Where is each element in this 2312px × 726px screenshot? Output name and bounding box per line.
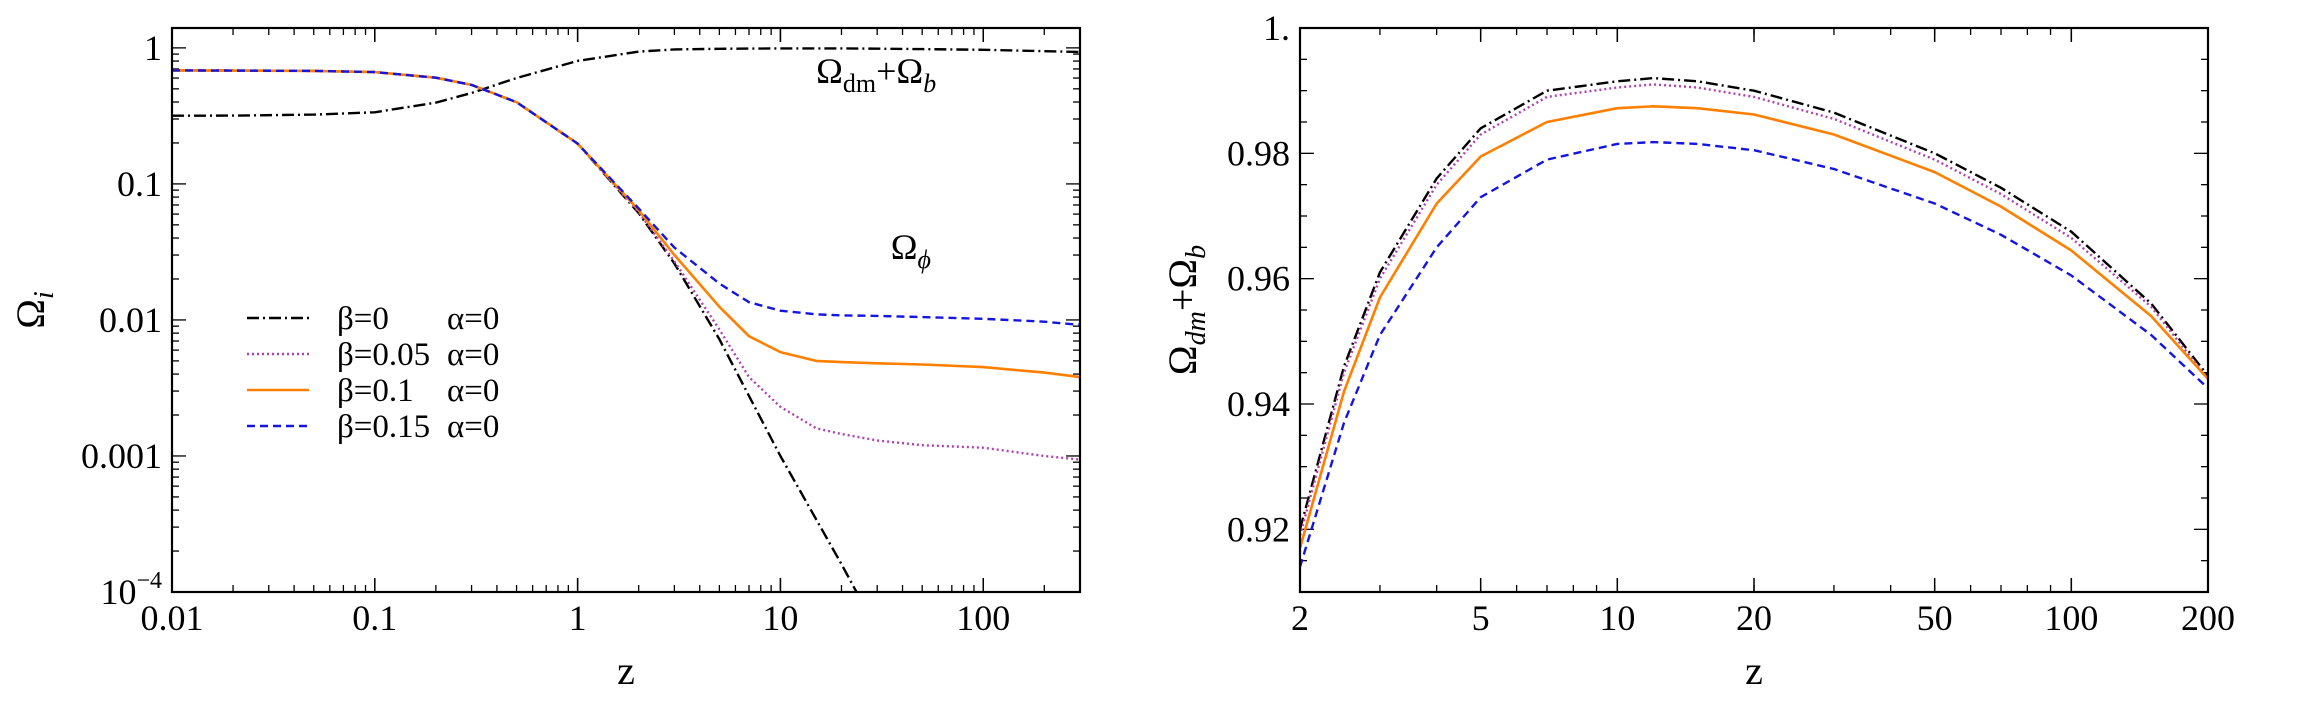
- y-tick-label: 0.001: [81, 436, 162, 476]
- y-label-subscript: b: [1181, 245, 1212, 259]
- legend-beta-label: β=0.15: [337, 409, 430, 445]
- annotation-subscript: b: [923, 69, 936, 98]
- series-line: [1300, 76, 2208, 530]
- x-tick-label: 20: [1736, 598, 1772, 638]
- series-line: [172, 69, 1080, 461]
- series-line: [172, 69, 1080, 327]
- x-tick-label: 0.1: [352, 598, 397, 638]
- x-tick-label: 10: [762, 598, 798, 638]
- y-tick-label: 0.98: [1227, 133, 1290, 173]
- series-line: [1300, 105, 2208, 549]
- legend-beta-label: β=0.05: [337, 337, 430, 373]
- y-tick-label: 0.01: [99, 300, 162, 340]
- x-tick-label: 0.01: [141, 598, 204, 638]
- annotation-matter: Ωdm+Ωb: [816, 51, 936, 98]
- minor-ticks: [1299, 27, 2209, 593]
- x-tick-label: 200: [2181, 598, 2235, 638]
- annotation-symbol: +Ω: [876, 51, 923, 91]
- x-tick-label: 10: [1599, 598, 1635, 638]
- y-label-subscript: dm: [1181, 311, 1212, 345]
- x-tick-label: 5: [1472, 598, 1490, 638]
- annotation-subscript: ϕ: [918, 245, 931, 274]
- y-label-subscript: i: [29, 291, 60, 299]
- y-tick-label: 0.94: [1227, 384, 1290, 424]
- series-line: [1300, 140, 2208, 568]
- x-axis-label: z: [1745, 648, 1763, 693]
- x-tick-label: 50: [1917, 598, 1953, 638]
- y-axis-label: Ωi: [8, 291, 60, 329]
- y-tick-label: 1.: [1263, 8, 1290, 48]
- y-label-symbol: Ω: [8, 299, 53, 329]
- series-group: [1300, 76, 2208, 568]
- plot-frame: [1298, 26, 2210, 594]
- legend-beta-label: β=0: [337, 301, 389, 337]
- y-tick-label: 0.92: [1227, 509, 1290, 549]
- series-line: [172, 69, 858, 592]
- x-tick-label: 100: [2044, 598, 2098, 638]
- x-axis-label: z: [617, 648, 635, 693]
- plot-frame: [170, 26, 1082, 594]
- annotation-symbol: Ω: [891, 227, 918, 267]
- x-tick-label: 1: [569, 598, 587, 638]
- legend: β=0 α=0 β=0.05 α=0 β=0.1 α=0 β=0.15 α=0: [247, 301, 499, 445]
- y-tick-label: 0.1: [117, 164, 162, 204]
- x-tick-label: 100: [956, 598, 1010, 638]
- y-tick-label: 0.96: [1227, 259, 1290, 299]
- chart-matter-fraction-vs-z: 2 5 10 20 50 100 200 1. 0.98 0.96 0.94 0.92 z Ωdm+Ωb: [1160, 8, 2235, 693]
- x-tick-label: 2: [1291, 598, 1309, 638]
- annotation-phi: Ωϕ: [891, 227, 931, 274]
- annotation-symbol: Ω: [816, 51, 843, 91]
- legend-alpha-label: α=0: [447, 301, 499, 337]
- legend-alpha-label: α=0: [447, 373, 499, 409]
- series-group: [172, 47, 1080, 592]
- annotation-subscript: dm: [843, 69, 876, 98]
- y-label-symbol: Ω: [1160, 345, 1205, 375]
- legend-beta-label: β=0.1: [337, 373, 414, 409]
- y-tick-exponent: −4: [136, 568, 162, 594]
- legend-alpha-label: α=0: [447, 337, 499, 373]
- y-tick-label: 1: [144, 28, 162, 68]
- minor-ticks: [171, 28, 1081, 593]
- series-line: [172, 47, 1080, 117]
- series-line: [1300, 83, 2208, 536]
- series-line: [172, 69, 1080, 379]
- y-axis-label: Ωdm+Ωb: [1160, 245, 1212, 375]
- legend-alpha-label: α=0: [447, 409, 499, 445]
- chart-omega-vs-z: 0.01 0.1 1 10 10010.10.010.00110−4zΩiΩdm+ΩbΩ…: [8, 26, 1082, 693]
- y-label-plus-symbol: +Ω: [1160, 259, 1205, 311]
